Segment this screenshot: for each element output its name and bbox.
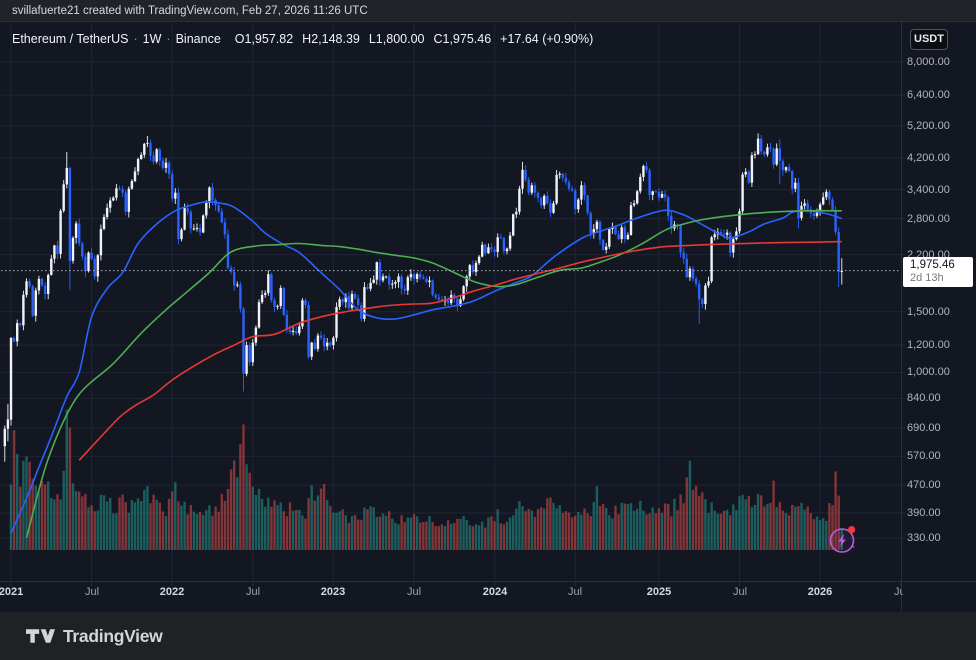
legend-separator: · bbox=[166, 32, 171, 46]
interval-value[interactable]: 1W bbox=[142, 32, 162, 46]
price-tick-label: 840.00 bbox=[907, 392, 941, 404]
time-tick-label: 2025 bbox=[646, 586, 672, 598]
tradingview-logo-text: TradingView bbox=[63, 625, 163, 646]
ma-mid-green bbox=[25, 209, 842, 539]
time-tick-label: 2026 bbox=[807, 586, 833, 598]
last-price-value: 1,975.46 bbox=[910, 259, 955, 271]
low-value: L1,800.00 bbox=[368, 32, 425, 46]
time-tick-label: Jul bbox=[406, 586, 422, 598]
price-tick-label: 2,800.00 bbox=[907, 213, 950, 225]
alert-dot-icon bbox=[848, 526, 856, 534]
price-tick-label: 1,200.00 bbox=[907, 339, 950, 351]
time-tick-label: 2022 bbox=[159, 586, 185, 598]
flash-alert-button[interactable] bbox=[827, 525, 858, 556]
time-tick-label: Jul bbox=[245, 586, 261, 598]
price-tick-label: 390.00 bbox=[907, 507, 941, 519]
last-price-label[interactable]: 1,975.46 2d 13h bbox=[903, 257, 973, 287]
price-tick-label: 690.00 bbox=[907, 422, 941, 434]
attribution-text: svillafuerte21 created with TradingView.… bbox=[12, 5, 368, 17]
tradingview-logo[interactable]: TradingView bbox=[26, 625, 163, 647]
symbol-name[interactable]: Ethereum / TetherUS bbox=[12, 32, 129, 46]
high-value: H2,148.39 bbox=[302, 32, 360, 46]
change-value: +17.64 (+0.90%) bbox=[500, 32, 594, 46]
open-value: O1,957.82 bbox=[234, 32, 294, 46]
ma-fast-blue bbox=[10, 201, 843, 534]
price-tick-label: 3,400.00 bbox=[907, 184, 950, 196]
time-axis[interactable]: 2021 Jul 2022 Jul 2023 Jul 2024 Jul 2025 Jul 2026 J… bbox=[0, 582, 903, 610]
price-tick-label: 8,000.00 bbox=[907, 56, 950, 68]
price-tick-label: 6,400.00 bbox=[907, 89, 950, 101]
price-tick-label: 470.00 bbox=[907, 479, 941, 491]
time-tick-label: 2024 bbox=[482, 586, 508, 598]
lightning-icon bbox=[829, 526, 856, 553]
legend-separator: · bbox=[133, 32, 138, 46]
time-tick-label: Jul bbox=[567, 586, 583, 598]
ma-slow-red bbox=[78, 240, 842, 461]
price-tick-label: 1,000.00 bbox=[907, 366, 950, 378]
time-tick-label: Jul bbox=[84, 586, 100, 598]
time-tick-label: Jul bbox=[893, 586, 903, 598]
price-tick-label: 570.00 bbox=[907, 450, 941, 462]
currency-unit-button[interactable]: USDT bbox=[910, 29, 948, 50]
price-tick-label: 1,500.00 bbox=[907, 306, 950, 318]
footer-bar: TradingView bbox=[0, 612, 976, 660]
bar-countdown: 2d 13h bbox=[910, 272, 944, 284]
tradingview-logo-icon bbox=[26, 628, 55, 643]
symbol-legend: Ethereum / TetherUS · 1W · Binance O1,957.82 H… bbox=[12, 32, 593, 46]
time-tick-label: Jul bbox=[732, 586, 748, 598]
price-tick-label: 5,200.00 bbox=[907, 120, 950, 132]
price-tick-label: 4,200.00 bbox=[907, 152, 950, 164]
time-tick-label: 2021 bbox=[0, 586, 24, 598]
time-tick-label: 2023 bbox=[320, 586, 346, 598]
close-value: C1,975.46 bbox=[433, 32, 492, 46]
attribution-bar: svillafuerte21 created with TradingView.… bbox=[0, 0, 976, 21]
price-tick-label: 330.00 bbox=[907, 532, 941, 544]
exchange-name[interactable]: Binance bbox=[175, 32, 221, 46]
